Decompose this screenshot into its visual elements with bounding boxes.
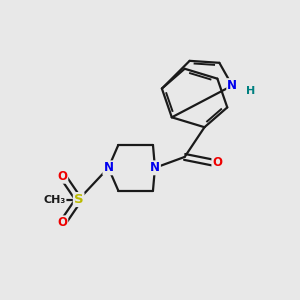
Text: H: H — [246, 86, 255, 96]
Text: O: O — [57, 170, 67, 183]
Text: N: N — [150, 161, 160, 174]
Text: O: O — [57, 216, 67, 229]
Text: O: O — [212, 156, 222, 170]
Text: CH₃: CH₃ — [43, 194, 65, 205]
Text: N: N — [227, 79, 237, 92]
Text: N: N — [103, 161, 113, 174]
Text: S: S — [74, 193, 83, 206]
